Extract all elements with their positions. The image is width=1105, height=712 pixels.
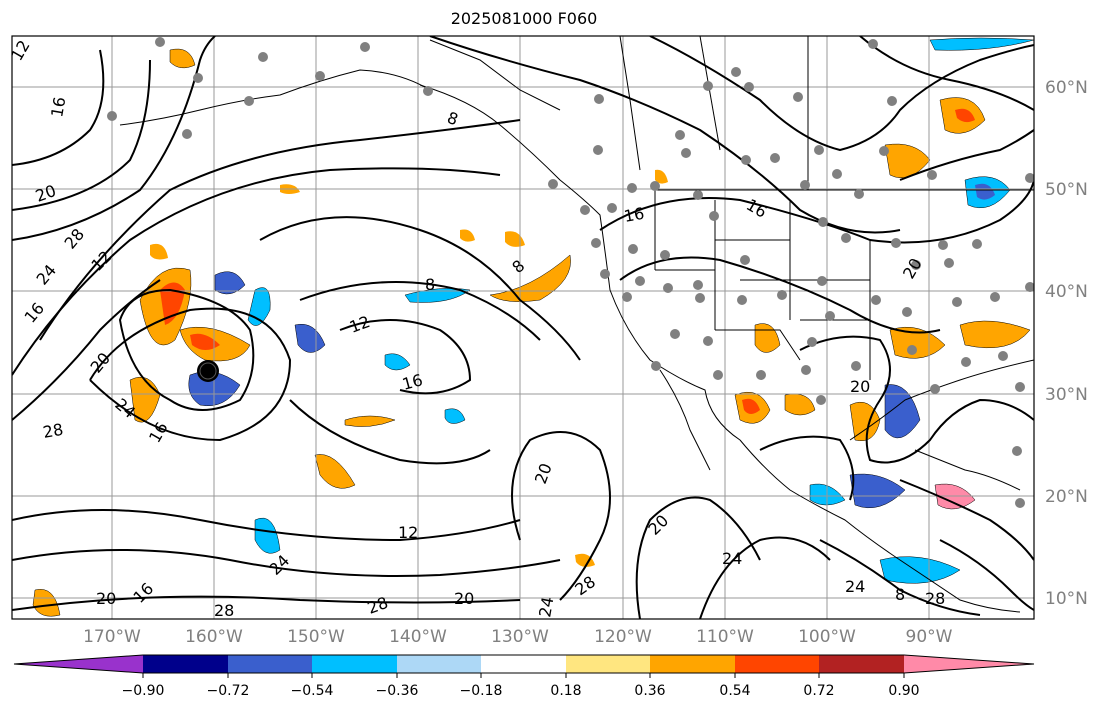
colorbar-cell [228, 655, 312, 673]
lat-label: 10°N [1045, 589, 1088, 609]
map-panel: 12 16 20 28 24 16 12 8 8 12 8 16 16 20 2… [12, 36, 1034, 620]
colorbar-tick-label: −0.54 [291, 683, 334, 699]
colorbar-cell [143, 655, 228, 673]
colorbar-tick-label: 0.36 [634, 683, 665, 699]
contour-label: 24 [845, 577, 865, 596]
contour-label: 12 [398, 523, 418, 542]
colorbar-cell [312, 655, 397, 673]
contours [12, 36, 1034, 619]
coastlines [119, 36, 1034, 613]
lon-label: 120°W [594, 627, 652, 647]
lat-label: 40°N [1045, 282, 1088, 302]
contour-label: 28 [214, 601, 234, 620]
colorbar-cells [13, 654, 1035, 674]
colorbar-cell [735, 655, 819, 673]
colorbar-tick-label: −0.90 [122, 683, 165, 699]
contour-label: 8 [895, 585, 905, 604]
lon-label: 110°W [696, 627, 754, 647]
contour-label: 20 [454, 589, 474, 608]
contour-label: 28 [925, 589, 945, 608]
longitude-labels: 170°W 160°W 150°W 140°W 130°W 120°W 110°… [83, 627, 953, 647]
lon-label: 140°W [389, 627, 447, 647]
storm-center-marker [197, 360, 219, 382]
anomaly-patches [32, 37, 1034, 617]
lat-label: 50°N [1045, 180, 1088, 200]
colorbar-cell [481, 655, 566, 673]
station-dots [107, 37, 1034, 508]
colorbar: −0.90 −0.72 −0.54 −0.36 −0.18 0.18 0.36 … [13, 654, 1035, 699]
lon-label: 160°W [185, 627, 243, 647]
colorbar-tick-label: 0.18 [550, 683, 581, 699]
contour-label: 20 [850, 377, 870, 396]
map-frame [11, 35, 1035, 620]
contour-label: 16 [622, 204, 645, 226]
lat-label: 60°N [1045, 78, 1088, 98]
lat-label: 20°N [1045, 487, 1088, 507]
contour-label: 28 [41, 420, 64, 442]
colorbar-extend-max [904, 655, 1034, 673]
contour-label: 16 [400, 370, 425, 394]
colorbar-tick-label: 0.72 [803, 683, 834, 699]
lon-label: 150°W [287, 627, 345, 647]
contour-label: 8 [425, 275, 435, 294]
colorbar-extend-min [14, 655, 143, 673]
lon-label: 90°W [906, 627, 953, 647]
contour-label: 24 [535, 595, 557, 618]
lon-label: 130°W [491, 627, 549, 647]
colorbar-tick-label: −0.18 [460, 683, 503, 699]
contour-label: 20 [96, 589, 116, 608]
colorbar-tick-label: −0.36 [376, 683, 419, 699]
colorbar-cell [819, 655, 904, 673]
map-title: 2025081000 F060 [450, 9, 598, 28]
colorbar-tick-label: −0.72 [207, 683, 250, 699]
colorbar-tick-label: 0.90 [888, 683, 919, 699]
contour-label: 16 [47, 95, 69, 118]
colorbar-cell [566, 655, 650, 673]
colorbar-cell [397, 655, 481, 673]
contour-label: 24 [722, 549, 742, 568]
latitude-labels: 60°N 50°N 40°N 30°N 20°N 10°N [1045, 78, 1088, 609]
lat-label: 30°N [1045, 385, 1088, 405]
colorbar-ticks: −0.90 −0.72 −0.54 −0.36 −0.18 0.18 0.36 … [122, 673, 920, 699]
lon-label: 100°W [798, 627, 856, 647]
colorbar-tick-label: 0.54 [719, 683, 750, 699]
colorbar-cell [650, 655, 735, 673]
lon-label: 170°W [83, 627, 141, 647]
